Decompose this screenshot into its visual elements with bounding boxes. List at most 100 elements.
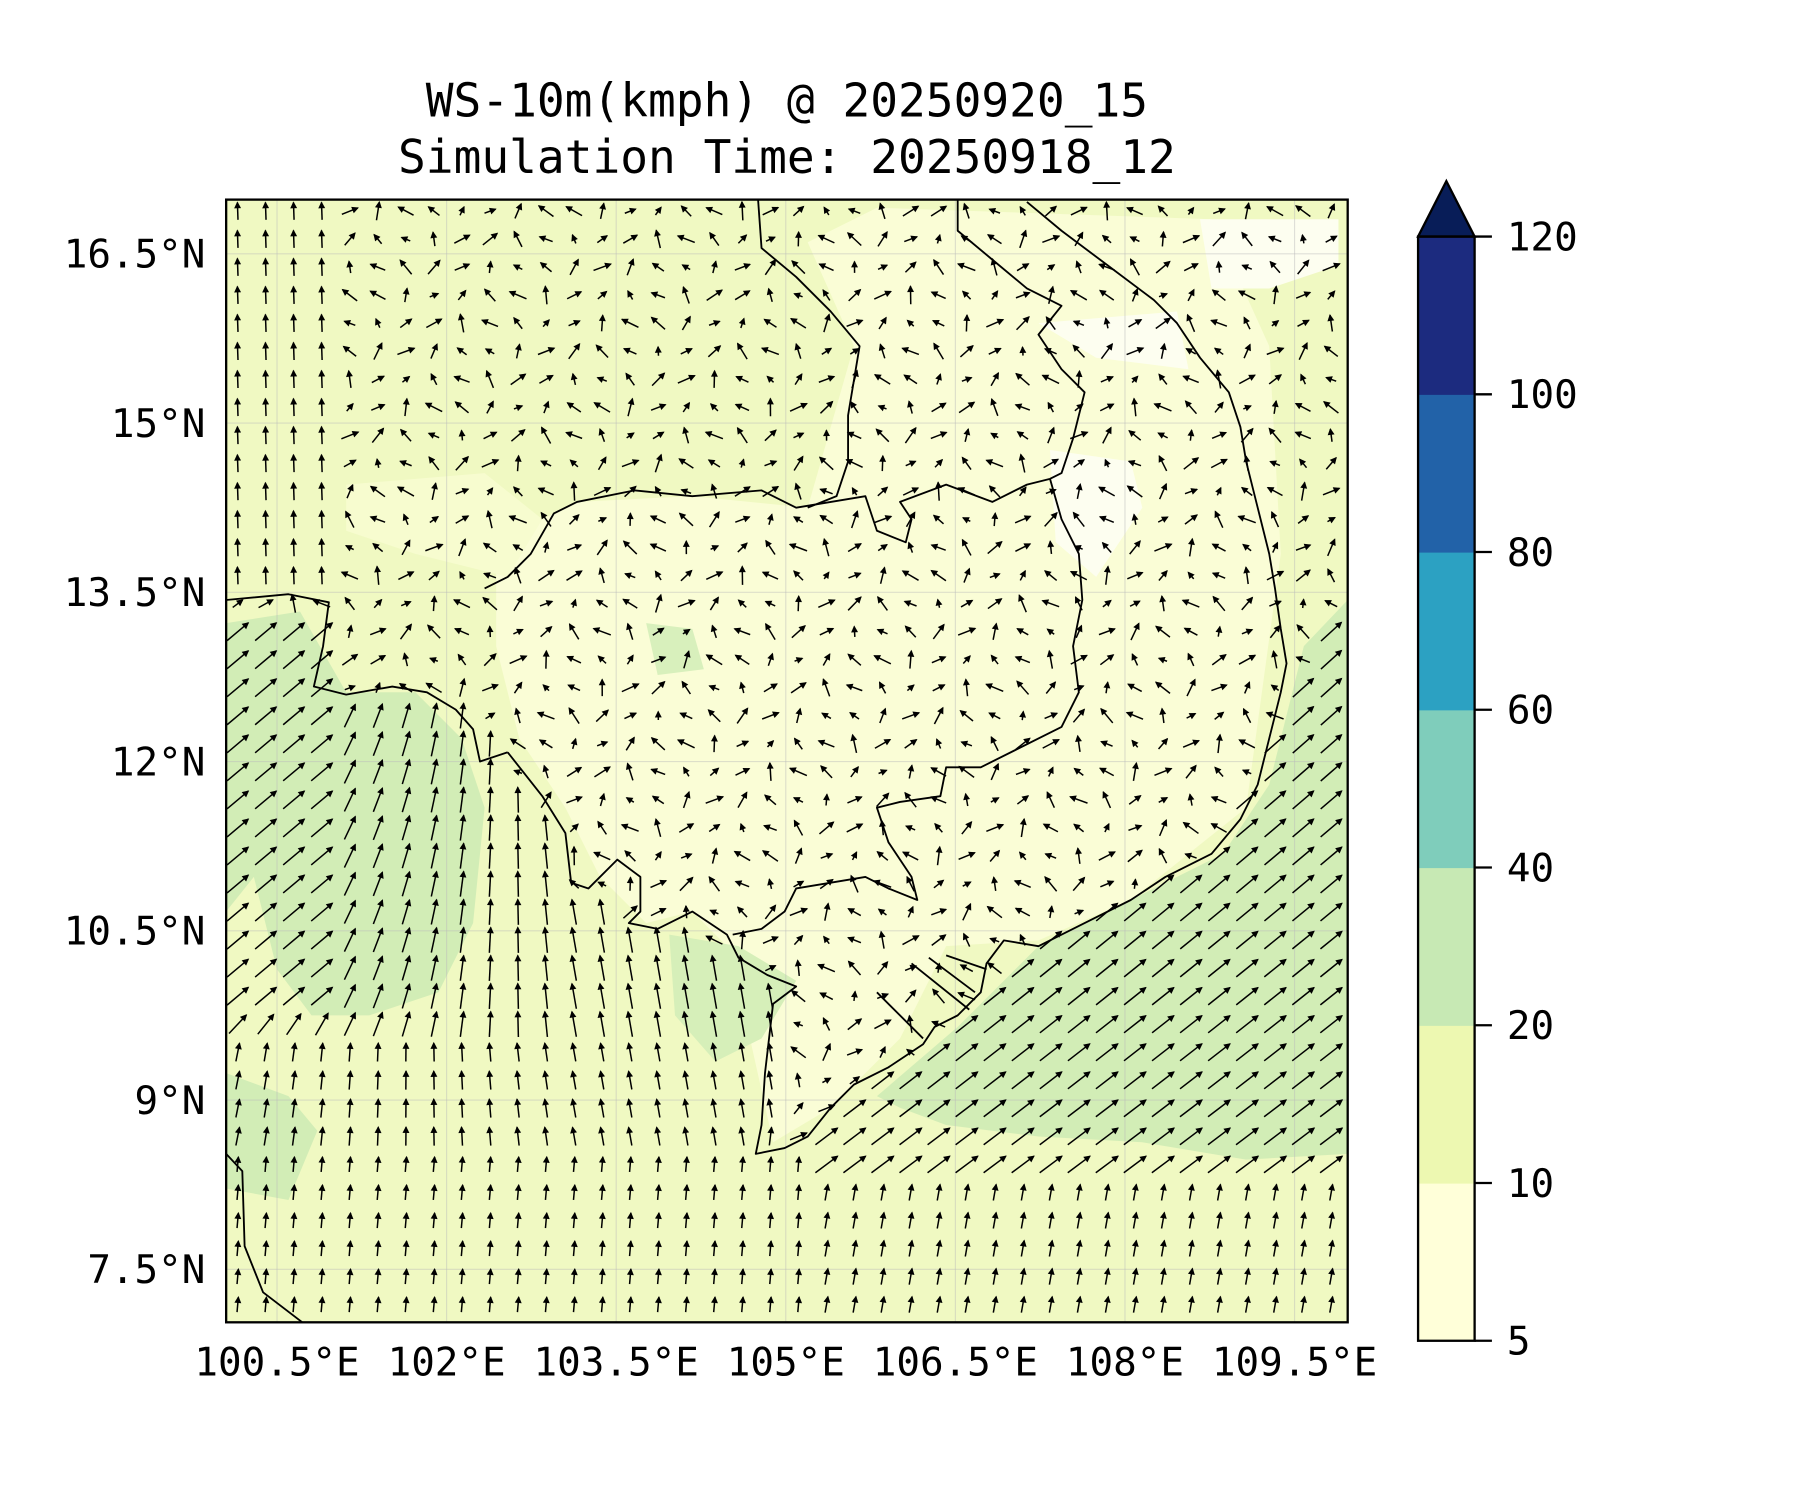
wind-vector — [733, 850, 751, 862]
wind-vector — [899, 1127, 923, 1146]
wind-vector — [1127, 571, 1144, 580]
wind-vector — [1319, 1099, 1344, 1118]
wind-vector — [234, 313, 242, 332]
wind-vector — [542, 1239, 550, 1257]
wind-vector — [1067, 1071, 1091, 1090]
wind-vector — [878, 202, 886, 220]
wind-vector — [514, 1183, 522, 1201]
wind-vector — [427, 624, 441, 639]
wind-vector — [1044, 712, 1059, 720]
wind-vector — [1187, 429, 1195, 441]
wind-vector — [1241, 264, 1253, 271]
wind-vector — [738, 200, 746, 221]
wind-vector — [1101, 234, 1112, 244]
wind-vector — [1046, 791, 1056, 809]
wind-vector — [767, 1183, 775, 1201]
wind-vector — [709, 403, 719, 412]
wind-vector — [514, 1010, 522, 1037]
wind-vector — [1184, 514, 1198, 525]
wind-vector — [542, 1267, 550, 1285]
wind-vector — [1299, 598, 1307, 609]
wind-vector — [369, 263, 386, 271]
speed-fill-5-10-west — [346, 473, 543, 577]
wind-vector — [1207, 930, 1231, 950]
wind-vector — [766, 1042, 774, 1062]
wind-vector — [343, 843, 356, 868]
wind-vector — [1237, 515, 1256, 524]
wind-vector — [402, 1041, 410, 1062]
wind-vector — [847, 907, 862, 917]
wind-vector — [626, 876, 634, 891]
wind-vector — [486, 625, 494, 638]
wind-vector — [1123, 1155, 1147, 1174]
wind-vector — [401, 730, 412, 757]
wind-vector — [372, 730, 384, 757]
wind-vector — [514, 1267, 522, 1285]
wind-vector — [1075, 847, 1083, 864]
wind-vector — [1215, 369, 1222, 389]
wind-vector — [767, 1296, 775, 1313]
wind-vector — [343, 927, 356, 952]
wind-vector — [430, 1155, 438, 1172]
wind-vectors — [226, 200, 1344, 1313]
wind-vector — [654, 818, 662, 838]
wind-vector — [1099, 403, 1115, 412]
wind-vector — [374, 1069, 382, 1090]
wind-vector — [1129, 236, 1140, 243]
wind-vector — [1158, 455, 1168, 472]
wind-vector — [1098, 851, 1116, 861]
wind-vector — [430, 1098, 438, 1118]
wind-vector — [682, 1042, 690, 1062]
wind-vector — [1263, 930, 1287, 950]
wind-vector — [596, 539, 608, 556]
wind-vector — [624, 485, 637, 498]
wind-vector — [262, 565, 270, 585]
wind-vector — [711, 260, 718, 274]
wind-vector — [955, 1155, 979, 1174]
wind-vector — [935, 1183, 943, 1201]
wind-vector — [991, 1267, 999, 1285]
wind-vector — [374, 1183, 382, 1201]
wind-vector — [569, 982, 578, 1009]
wind-vector — [1187, 1239, 1195, 1257]
wind-vector — [1072, 708, 1086, 723]
wind-vector — [514, 707, 521, 724]
wind-vector — [513, 681, 523, 694]
wind-vector — [654, 710, 662, 720]
wind-vector — [346, 483, 354, 499]
wind-vector — [485, 712, 496, 720]
wind-vector — [790, 682, 807, 694]
wind-vector — [1186, 712, 1197, 720]
wind-vector — [542, 764, 550, 779]
wind-vector — [1328, 1211, 1336, 1229]
wind-vector — [459, 842, 467, 869]
wind-vector — [985, 683, 1004, 693]
wind-vector — [455, 455, 469, 471]
wind-vector — [570, 1296, 578, 1313]
wind-vector — [682, 401, 691, 413]
wind-vector — [904, 261, 917, 273]
border-thailand-laos — [757, 199, 861, 509]
wind-vector — [402, 1211, 410, 1229]
wind-vector — [1047, 540, 1055, 555]
wind-vector — [1291, 1127, 1316, 1146]
wind-vector — [767, 878, 774, 890]
wind-vector — [823, 1211, 831, 1229]
colorbar-segment-60-80 — [1418, 552, 1475, 711]
wind-vector — [764, 460, 778, 467]
wind-vector — [1100, 740, 1113, 747]
wind-vector — [710, 1126, 718, 1146]
wind-vector — [874, 738, 892, 749]
wind-vector — [963, 313, 971, 332]
wind-vector — [254, 734, 278, 754]
wind-vector — [851, 260, 859, 273]
wind-vector — [1320, 677, 1343, 698]
wind-vector — [842, 1155, 867, 1174]
wind-vector — [1268, 427, 1282, 444]
wind-vector — [1299, 458, 1308, 469]
wind-vector — [961, 290, 972, 300]
wind-vector — [1243, 681, 1251, 694]
wind-vector — [282, 958, 306, 978]
wind-vector — [763, 318, 777, 328]
wind-vector — [1016, 431, 1029, 440]
